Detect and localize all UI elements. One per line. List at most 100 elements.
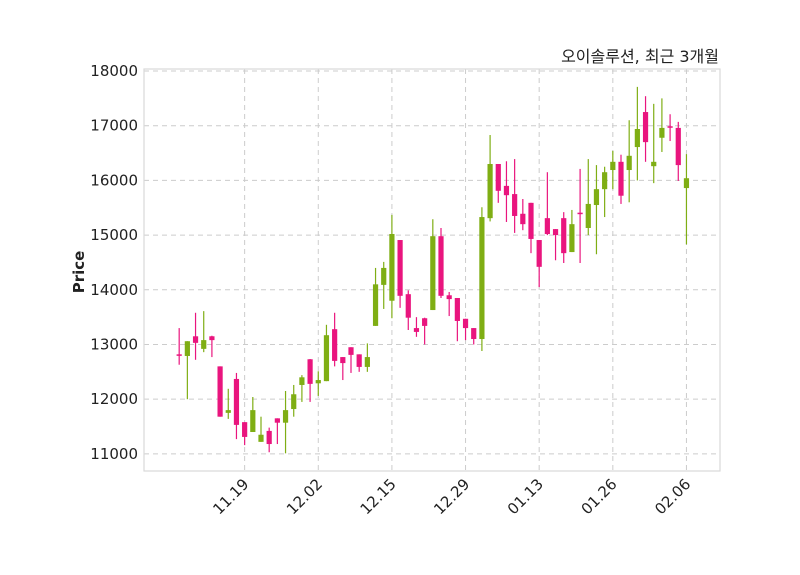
candle-down — [495, 164, 501, 203]
candle-body — [642, 112, 649, 143]
candle-up — [634, 86, 640, 181]
candle-body — [274, 418, 280, 423]
candle-up — [430, 219, 436, 311]
candle-up — [659, 98, 665, 152]
candles — [176, 86, 690, 454]
candle-body — [495, 164, 501, 191]
candle-up — [585, 159, 591, 236]
candle-up — [184, 341, 190, 400]
candle-down — [642, 96, 649, 162]
candle-up — [225, 388, 231, 419]
candle-up — [291, 384, 297, 417]
candle-body — [446, 295, 452, 300]
y-tick-label: 14000 — [90, 281, 138, 299]
candle-body — [217, 366, 223, 417]
x-tick-label: 01.13 — [504, 475, 547, 518]
candle-up — [479, 207, 485, 352]
chart-title: 오이솔루션, 최근 3개월 — [561, 47, 719, 66]
candle-up — [651, 103, 657, 184]
candle-body — [569, 224, 575, 253]
candle-down — [274, 418, 280, 445]
candle-up — [683, 154, 690, 245]
candle-down — [528, 202, 534, 254]
candle-body — [561, 218, 567, 254]
candle-body — [422, 318, 428, 326]
candle-up — [201, 311, 207, 353]
candle-body — [176, 354, 182, 356]
candle-body — [397, 240, 403, 296]
x-tick-label: 12.02 — [283, 475, 326, 518]
candle-up — [323, 324, 330, 382]
candle-down — [536, 240, 542, 288]
candle-body — [552, 229, 559, 236]
candle-body — [299, 377, 305, 385]
candle-body — [683, 178, 690, 189]
candle-body — [667, 126, 673, 128]
candle-body — [389, 234, 395, 301]
candle-body — [184, 341, 190, 356]
x-tick-label: 01.26 — [578, 475, 621, 518]
y-tick-label: 18000 — [90, 62, 138, 80]
candle-body — [626, 155, 632, 171]
candle-body — [528, 202, 534, 239]
candle-body — [536, 240, 542, 267]
candle-down — [667, 114, 673, 142]
candle-up — [258, 416, 264, 442]
candle-down — [332, 312, 338, 367]
candle-body — [323, 335, 330, 382]
candle-body — [372, 284, 379, 326]
candle-up — [569, 209, 575, 253]
candle-body — [332, 329, 338, 361]
candle-down — [209, 335, 215, 358]
candle-body — [348, 347, 354, 355]
candle-body — [675, 127, 681, 166]
candle-body — [512, 194, 518, 216]
candle-body — [503, 185, 510, 196]
candle-down — [462, 318, 469, 341]
candle-body — [487, 164, 493, 219]
candle-body — [593, 189, 600, 206]
candle-down — [544, 172, 550, 236]
candle-down — [397, 240, 403, 308]
candle-down — [217, 366, 223, 417]
candle-up — [372, 267, 379, 326]
y-tick-label: 15000 — [90, 226, 138, 244]
candle-up — [381, 261, 387, 309]
y-tick-label: 12000 — [90, 390, 138, 408]
candle-down — [405, 290, 411, 330]
candle-body — [364, 357, 370, 367]
candle-up — [626, 120, 632, 203]
candle-down — [233, 372, 240, 440]
candle-body — [454, 298, 460, 321]
y-tick-label: 13000 — [90, 335, 138, 353]
candle-body — [225, 410, 231, 413]
candle-body — [462, 318, 469, 329]
candle-down — [307, 358, 313, 402]
candle-down — [340, 357, 346, 381]
candle-down — [561, 212, 567, 263]
y-axis-label: Price — [70, 251, 88, 294]
candle-body — [585, 203, 591, 228]
y-tick-label: 17000 — [90, 117, 138, 135]
x-axis-ticks: 11.19 12.02 12.15 12.29 01.13 01.26 02.06 — [209, 475, 694, 518]
candle-body — [381, 267, 387, 285]
candle-down — [356, 354, 362, 372]
candle-up — [593, 165, 600, 255]
candle-up — [282, 390, 289, 454]
candle-body — [282, 410, 289, 423]
candle-body — [258, 434, 264, 442]
candle-body — [405, 294, 411, 318]
candle-down — [192, 312, 199, 360]
candle-body — [438, 236, 444, 296]
y-axis-ticks: 11000 12000 13000 14000 15000 16000 17000 18000 — [90, 62, 138, 463]
candle-body — [307, 359, 313, 384]
candle-down — [422, 317, 428, 345]
candle-body — [250, 410, 256, 433]
y-tick-label: 11000 — [90, 445, 138, 463]
candle-up — [315, 371, 321, 396]
candle-body — [577, 212, 583, 215]
candle-body — [291, 394, 297, 410]
candle-body — [413, 328, 420, 332]
candle-up — [610, 150, 616, 190]
candle-body — [602, 172, 608, 190]
